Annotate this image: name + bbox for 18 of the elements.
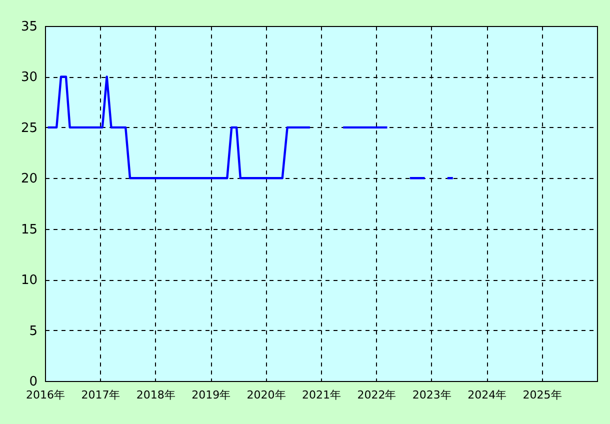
x-tick-label: 2016年 (26, 388, 65, 402)
y-tick-label: 35 (20, 20, 38, 34)
x-tick-label: 2017年 (81, 388, 120, 402)
x-tick-label: 2024年 (468, 388, 507, 402)
x-tick-label: 2021年 (302, 388, 341, 402)
y-tick-label: 20 (20, 172, 38, 187)
y-tick-label: 15 (20, 222, 38, 238)
y-tick-label: 0 (29, 374, 38, 390)
y-tick-label: 5 (29, 324, 38, 339)
x-tick-label: 2025年 (522, 388, 562, 402)
y-tick-label: 30 (20, 70, 38, 86)
y-tick-label: 10 (20, 273, 38, 288)
x-tick-label: 2022年 (357, 388, 396, 402)
x-tick-label: 2020年 (246, 388, 286, 402)
x-tick-label: 2023年 (412, 388, 452, 402)
x-tick-label: 2019年 (192, 388, 231, 402)
x-tick-label: 2018年 (136, 388, 176, 402)
y-tick-label: 25 (20, 120, 38, 136)
